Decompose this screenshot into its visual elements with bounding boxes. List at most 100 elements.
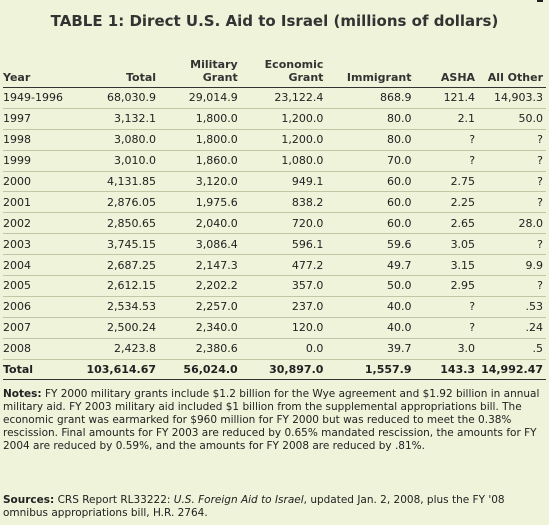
table-row: 2004 2,687.25 2,147.3 477.2 49.7 3.15 9.9 bbox=[3, 254, 546, 277]
cell-all-other: ? bbox=[478, 171, 546, 193]
aid-table: Year Total Military Grant Economic Grant I… bbox=[3, 58, 546, 381]
cell-total: 4,131.85 bbox=[83, 171, 160, 193]
cell-asha: ? bbox=[414, 317, 479, 339]
cell-asha: ? bbox=[414, 129, 479, 151]
header-economic-line2: Grant bbox=[288, 71, 324, 84]
cell-military-grant: 1,860.0 bbox=[159, 150, 241, 172]
header-military-line2: Grant bbox=[202, 71, 238, 84]
cell-total: 3,132.1 bbox=[83, 108, 160, 130]
header-immigrant: Immigrant bbox=[326, 58, 415, 88]
cell-military-grant: 2,340.0 bbox=[159, 317, 241, 339]
cell-military-grant: 2,040.0 bbox=[159, 212, 241, 235]
total-cell-military-grant: 56,024.0 bbox=[159, 358, 241, 381]
cell-asha: 121.4 bbox=[414, 87, 479, 109]
notes: Notes: FY 2000 military grants include $… bbox=[3, 388, 546, 453]
cell-immigrant: 70.0 bbox=[326, 150, 415, 172]
cell-all-other: .5 bbox=[478, 338, 546, 360]
total-cell-total: 103,614.67 bbox=[83, 358, 160, 381]
cell-military-grant: 2,380.6 bbox=[159, 338, 241, 360]
total-row: Total 103,614.67 56,024.0 30,897.0 1,557.9 14… bbox=[3, 358, 546, 381]
cell-total: 3,010.0 bbox=[83, 150, 160, 172]
cell-economic-grant: 120.0 bbox=[240, 317, 327, 339]
header-military-line1: Military bbox=[190, 58, 238, 71]
cell-total: 2,850.65 bbox=[83, 212, 160, 235]
cell-economic-grant: 949.1 bbox=[240, 171, 327, 193]
cell-economic-grant: 596.1 bbox=[240, 233, 327, 256]
cell-immigrant: 40.0 bbox=[326, 296, 415, 318]
table-row: 2005 2,612.15 2,202.2 357.0 50.0 2.95? bbox=[3, 275, 546, 297]
cell-immigrant: 80.0 bbox=[326, 108, 415, 130]
cell-military-grant: 3,120.0 bbox=[159, 171, 241, 193]
cell-immigrant: 39.7 bbox=[326, 338, 415, 360]
cell-immigrant: 49.7 bbox=[326, 254, 415, 277]
cell-total: 2,876.05 bbox=[83, 191, 160, 214]
notes-text: FY 2000 military grants include $1.2 bil… bbox=[3, 388, 540, 452]
cell-economic-grant: 720.0 bbox=[240, 212, 327, 235]
total-cell-all-other: 14,992.47 bbox=[478, 358, 546, 381]
cell-year: 2002 bbox=[3, 212, 84, 235]
cell-military-grant: 29,014.9 bbox=[159, 87, 241, 109]
cell-all-other: 9.9 bbox=[478, 254, 546, 277]
cell-asha: 2.1 bbox=[414, 108, 479, 130]
cell-immigrant: 60.0 bbox=[326, 191, 415, 214]
table-row: 2007 2,500.24 2,340.0 120.0 40.0? .24 bbox=[3, 317, 546, 339]
cell-total: 2,612.15 bbox=[83, 275, 160, 297]
cell-all-other: ? bbox=[478, 233, 546, 256]
cell-all-other: ? bbox=[478, 191, 546, 214]
notes-label: Notes: bbox=[3, 388, 42, 400]
table-body: 1949-1996 68,030.9 29,014.9 23,122.4 868.9 12… bbox=[3, 87, 546, 381]
cell-immigrant: 868.9 bbox=[326, 87, 415, 109]
sources-label: Sources: bbox=[3, 494, 55, 506]
table-row: 2008 2,423.8 2,380.6 0.0 39.7 3.0.5 bbox=[3, 338, 546, 360]
cell-total: 3,080.0 bbox=[83, 129, 160, 151]
total-cell-economic-grant: 30,897.0 bbox=[240, 358, 327, 381]
total-cell-year: Total bbox=[3, 358, 84, 381]
table-row: 2006 2,534.53 2,257.0 237.0 40.0? .53 bbox=[3, 296, 546, 318]
cell-year: 1999 bbox=[3, 150, 84, 172]
table-row: 2003 3,745.15 3,086.4 596.1 59.6 3.05? bbox=[3, 233, 546, 256]
cell-all-other: ? bbox=[478, 129, 546, 151]
cell-asha: 3.15 bbox=[414, 254, 479, 277]
cell-military-grant: 1,800.0 bbox=[159, 129, 241, 151]
header-all-other: All Other bbox=[478, 58, 546, 88]
cell-year: 2005 bbox=[3, 275, 84, 297]
table-row: 1999 3,010.0 1,860.0 1,080.0 70.0?? bbox=[3, 150, 546, 172]
cell-immigrant: 80.0 bbox=[326, 129, 415, 151]
cell-all-other: ? bbox=[478, 150, 546, 172]
cell-year: 2004 bbox=[3, 254, 84, 277]
cell-military-grant: 3,086.4 bbox=[159, 233, 241, 256]
cell-immigrant: 50.0 bbox=[326, 275, 415, 297]
cell-asha: 2.95 bbox=[414, 275, 479, 297]
total-cell-asha: 143.3 bbox=[414, 358, 479, 381]
cell-asha: ? bbox=[414, 150, 479, 172]
cell-asha: 3.05 bbox=[414, 233, 479, 256]
cell-military-grant: 1,800.0 bbox=[159, 108, 241, 130]
cell-immigrant: 60.0 bbox=[326, 212, 415, 235]
header-economic-line1: Economic bbox=[264, 58, 324, 71]
cell-asha: 3.0 bbox=[414, 338, 479, 360]
cell-year: 1949-1996 bbox=[3, 87, 84, 109]
cell-economic-grant: 1,080.0 bbox=[240, 150, 327, 172]
cell-asha: 2.65 bbox=[414, 212, 479, 235]
cell-economic-grant: 1,200.0 bbox=[240, 129, 327, 151]
cell-asha: 2.25 bbox=[414, 191, 479, 214]
header-year: Year bbox=[3, 58, 84, 88]
cell-economic-grant: 1,200.0 bbox=[240, 108, 327, 130]
cell-military-grant: 1,975.6 bbox=[159, 191, 241, 214]
cell-all-other: 50.0 bbox=[478, 108, 546, 130]
total-cell-immigrant: 1,557.9 bbox=[326, 358, 415, 381]
cell-economic-grant: 838.2 bbox=[240, 191, 327, 214]
cell-year: 2006 bbox=[3, 296, 84, 318]
table-row: 1949-1996 68,030.9 29,014.9 23,122.4 868.9 12… bbox=[3, 87, 546, 109]
cell-military-grant: 2,257.0 bbox=[159, 296, 241, 318]
header-total: Total bbox=[83, 58, 160, 88]
cell-all-other: 28.0 bbox=[478, 212, 546, 235]
cell-total: 2,500.24 bbox=[83, 317, 160, 339]
cell-economic-grant: 237.0 bbox=[240, 296, 327, 318]
cell-total: 2,423.8 bbox=[83, 338, 160, 360]
table-row: 2000 4,131.85 3,120.0 949.1 60.0 2.75? bbox=[3, 171, 546, 193]
table-title: TABLE 1: Direct U.S. Aid to Israel (mill… bbox=[50, 12, 499, 30]
cell-year: 2008 bbox=[3, 338, 84, 360]
cell-all-other: .24 bbox=[478, 317, 546, 339]
table-row: 2002 2,850.65 2,040.0 720.0 60.0 2.65 28.0 bbox=[3, 212, 546, 235]
